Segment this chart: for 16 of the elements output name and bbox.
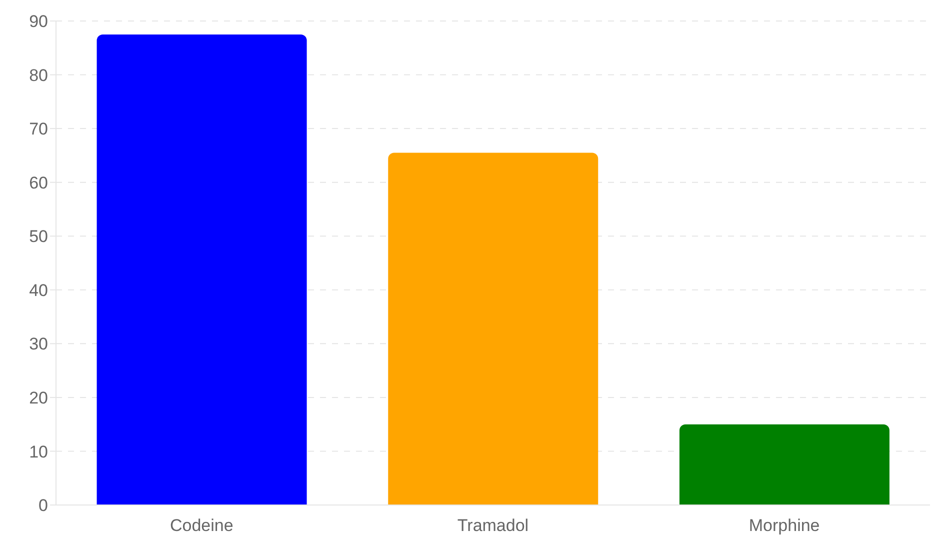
bar [679,424,890,505]
y-tick-label: 0 [38,496,48,516]
y-tick-label: 70 [29,120,48,139]
x-tick-label: Codeine [170,516,234,536]
y-tick-label: 30 [29,334,48,354]
y-tick-label: 20 [29,388,48,408]
x-tick-label: Tramadol [457,516,529,536]
y-tick-label: 80 [29,66,48,85]
bar [96,34,307,505]
y-tick-label: 40 [29,280,48,300]
y-tick-label: 60 [29,173,48,192]
x-tick-label: Morphine [748,516,820,536]
bar [388,152,598,505]
y-tick-label: 50 [29,227,48,246]
y-tick-label: 90 [29,12,48,32]
y-tick-label: 10 [29,442,48,462]
